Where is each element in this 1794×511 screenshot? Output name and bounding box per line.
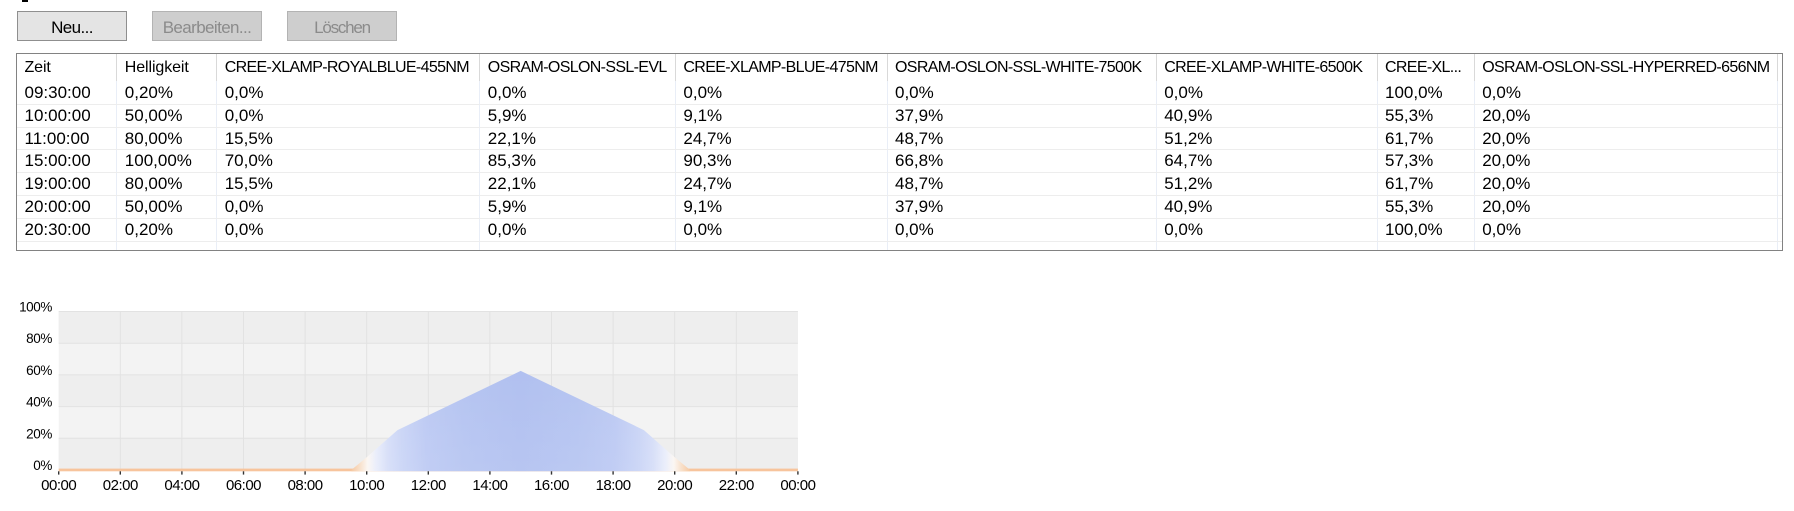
- svg-text:22:00: 22:00: [719, 477, 754, 494]
- svg-text:20:00: 20:00: [657, 477, 692, 494]
- svg-text:00:00: 00:00: [41, 477, 76, 494]
- svg-text:06:00: 06:00: [226, 477, 261, 494]
- svg-text:100%: 100%: [19, 300, 52, 315]
- svg-text:14:00: 14:00: [472, 477, 507, 494]
- svg-text:04:00: 04:00: [164, 477, 199, 494]
- svg-text:0%: 0%: [33, 458, 52, 473]
- svg-text:08:00: 08:00: [288, 477, 323, 494]
- svg-text:02:00: 02:00: [103, 477, 138, 494]
- svg-text:60%: 60%: [26, 363, 52, 378]
- svg-text:20%: 20%: [26, 426, 52, 441]
- svg-text:18:00: 18:00: [596, 477, 631, 494]
- svg-text:10:00: 10:00: [349, 477, 384, 494]
- svg-text:00:00: 00:00: [780, 477, 815, 494]
- svg-text:12:00: 12:00: [411, 477, 446, 494]
- svg-text:80%: 80%: [26, 331, 52, 346]
- svg-text:16:00: 16:00: [534, 477, 569, 494]
- svg-text:40%: 40%: [26, 395, 52, 410]
